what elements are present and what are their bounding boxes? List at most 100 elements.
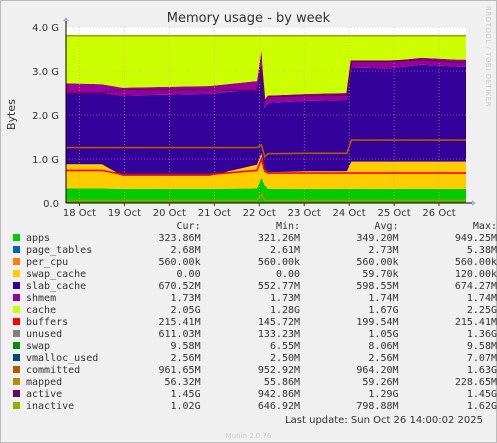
legend-min: 2.50M [269,353,301,364]
legend-name: swap [26,341,51,352]
x-tick-label: 19 Oct [108,208,141,219]
legend-header-max: Max: [472,221,497,232]
x-tick-label: 21 Oct [198,208,231,219]
y-axis-label-text: Bytes [5,99,18,130]
legend-max: 1.62G [466,401,497,412]
y-tick-label: 0.0 [43,199,59,210]
legend-min: 1.28G [269,305,301,316]
legend-row-inactive: inactive 1.02G 646.92M 798.88M 1.62G [10,401,497,413]
legend-name: per_cpu [26,257,69,268]
legend-name: inactive [26,401,75,412]
legend-min: 552.77M [257,281,301,292]
legend-cur: 215.41M [158,317,201,328]
legend-swatch [13,378,20,385]
legend-swatch [13,402,20,409]
grid [66,26,466,203]
legend-swatch [13,294,20,301]
legend-avg: 2.56M [368,353,399,364]
x-tick-label: 24 Oct [333,208,366,219]
legend-row-unused: unused 611.03M 133.23M 1.05G 1.36G [10,329,497,341]
legend-cur: 323.86M [158,233,201,244]
x-tick-label: 22 Oct [243,208,276,219]
legend-avg: 59.70k [362,269,399,280]
legend-avg: 8.06M [368,341,399,352]
x-tick-label: 25 Oct [377,208,410,219]
legend-max: 1.36G [466,329,497,340]
legend-max: 1.63G [466,365,497,376]
legend-swatch [13,366,20,373]
legend-min: 1.73M [269,293,301,304]
legend-min: 321.26M [257,233,301,244]
legend-row-active: active 1.45G 942.86M 1.29G 1.45G [10,389,497,401]
legend-name: committed [26,365,81,376]
legend-swatch [13,318,20,325]
legend-swatch [13,342,20,349]
legend-min: 952.92M [257,365,301,376]
legend-avg: 1.05G [368,329,399,340]
y-tick-label: 1.0 G [32,155,59,166]
legend-cur: 1.45G [170,389,201,400]
legend-swatch [13,306,20,313]
y-tick-label: 3.0 G [32,67,59,78]
legend-max: 120.00k [454,269,497,280]
legend-row-per-cpu: per_cpu 560.00k 560.00k 560.00k 560.00k [10,257,497,269]
legend-name: vmalloc_used [26,353,99,364]
area-apps [66,177,466,203]
legend-min: 646.92M [257,401,301,412]
legend-cur: 611.03M [158,329,201,340]
line-mapped [66,192,466,202]
munin-version: Munin 2.0.76 [225,432,272,440]
legend-max: 1.74M [466,293,497,304]
legend-table: Cur: Min: Avg: Max: apps 323.86M 321.26M 34… [10,221,497,413]
legend-name: swap_cache [26,269,87,280]
legend-max: 1.45G [466,389,497,400]
y-tick-label: 4.0 G [32,23,59,34]
x-tick-label: 18 Oct [63,208,96,219]
legend-min: 6.55M [269,341,301,352]
legend-min: 942.86M [257,389,301,400]
rrdtool-credit: RRDTOOL / TOBI OETIKER [484,6,492,108]
legend-avg: 349.20M [356,233,399,244]
legend-swatch [13,258,20,265]
legend-avg: 964.20M [356,365,399,376]
legend-swatch [13,234,20,241]
legend-max: 215.41M [454,317,497,328]
legend-min: 145.72M [257,317,301,328]
legend-cur: 1.02G [170,401,201,412]
legend-avg: 1.29G [368,389,399,400]
legend-name: mapped [26,377,63,388]
legend-max: 949.25M [454,233,497,244]
legend-header-avg: Avg: [374,221,399,232]
line-committed [66,139,466,159]
legend-avg: 1.74M [368,293,399,304]
legend-max: 7.07M [466,353,497,364]
legend-avg: 798.88M [356,401,399,412]
legend-swatch [13,354,20,361]
legend-cur: 9.58M [170,341,201,352]
legend-cur: 961.65M [158,365,201,376]
legend-row-mapped: mapped 56.32M 55.86M 59.26M 228.65M [10,377,497,389]
area-shmem [66,49,466,108]
legend-name: slab_cache [26,281,87,292]
legend-header-cur: Cur: [176,221,201,232]
legend-row-apps: apps 323.86M 321.26M 349.20M 949.25M [10,233,497,245]
legend-swatch [13,270,20,277]
chart-title: Memory usage - by week [166,11,331,26]
legend-avg: 2.73M [368,245,399,256]
legend-swatch [13,390,20,397]
legend-avg: 560.00k [356,257,399,268]
legend-swatch [13,246,20,253]
legend-avg: 1.67G [368,305,399,316]
legend-name: page_tables [26,245,93,256]
tick-labels: 0.0 1.0 G 2.0 G 3.0 G 4.0 G 18 Oct 19 Oct 20 Oc… [32,23,456,219]
legend-name: buffers [26,317,69,328]
legend-swatch [13,330,20,337]
legend-max: 560.00k [454,257,497,268]
line-buffers [66,156,466,176]
legend-row-cache: cache 2.05G 1.28G 1.67G 2.25G [10,305,497,317]
legend-row-page-tables: page_tables 2.68M 2.61M 2.73M 5.38M [10,245,497,257]
legend-name: apps [26,233,51,244]
x-tick-label: 26 Oct [422,208,455,219]
legend-row-shmem: shmem 1.73M 1.73M 1.74M 1.74M [10,293,497,305]
